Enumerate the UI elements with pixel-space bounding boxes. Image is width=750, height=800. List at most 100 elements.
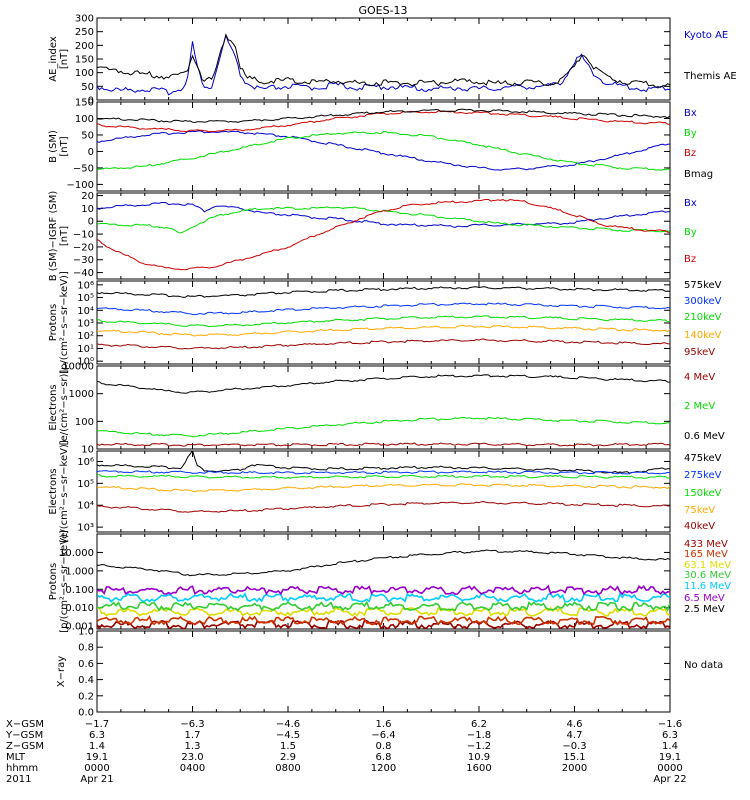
legend-entry: Kyoto AE <box>684 30 728 41</box>
panel-frame <box>96 450 671 533</box>
panel-ae: 300 250 200 150 100 50 0 AE_index [nT] Kyoto AE Th… <box>48 14 737 107</box>
ephemeris-value: 2.9 <box>280 752 296 763</box>
ephemeris-value: 1600 <box>466 763 491 774</box>
ephemeris-value: 4.6 <box>567 719 583 730</box>
ephemeris-value: 1.7 <box>185 730 201 741</box>
y-axis-label: [nT] <box>59 226 70 246</box>
ephemeris-value: −1.6 <box>658 719 682 730</box>
legend-entry: Bz <box>684 254 696 265</box>
ytick-label: −10 <box>73 230 94 241</box>
ephemeris-row-label: hhmm <box>6 763 38 774</box>
ephemeris-value: −4.6 <box>276 719 300 730</box>
series-line-575kev <box>97 286 670 298</box>
series-line-themis-ae <box>97 33 670 88</box>
y-axis-label: AE_index <box>48 36 59 82</box>
ephemeris-row-label: Z−GSM <box>6 741 44 752</box>
series-line-bx <box>97 130 670 171</box>
series-line-75kev <box>97 483 670 493</box>
legend-entry: 140keV <box>684 330 722 341</box>
ephemeris-value: 0800 <box>275 763 300 774</box>
ephemeris-value: 2000 <box>562 763 587 774</box>
ytick-label: 0 <box>88 217 94 228</box>
ytick-label: −20 <box>73 242 94 253</box>
ephemeris-row-label: Y−GSM <box>5 730 43 741</box>
ephemeris-value: −1.7 <box>85 719 109 730</box>
ephemeris-value: 1.4 <box>662 741 678 752</box>
ytick-label: 300 <box>75 14 94 25</box>
legend-entry: Bz <box>684 148 696 159</box>
ephemeris-value: 1.4 <box>89 741 105 752</box>
ephemeris-value: 0000 <box>657 763 682 774</box>
ytick-label: 10⁶ <box>77 280 94 291</box>
ephemeris-value: 19.1 <box>659 752 681 763</box>
ephemeris-value: 23.0 <box>181 752 203 763</box>
series-line-6-5-mev <box>97 584 670 596</box>
ytick-label: 10⁴ <box>77 306 94 317</box>
legend-entry: 275keV <box>684 470 722 481</box>
ytick-label: 100 <box>75 114 94 125</box>
legend-entry: 575keV <box>684 280 722 291</box>
series-line-165-mev <box>97 615 670 626</box>
ephemeris-value: −6.3 <box>180 719 204 730</box>
panel-frame <box>96 192 671 280</box>
ytick-label: 10 <box>81 204 94 215</box>
series-line-140kev <box>97 324 670 337</box>
ephemeris-row-label: MLT <box>6 752 26 763</box>
legend-entry: Bx <box>684 108 697 119</box>
legend-entry: 6.5 MeV <box>684 593 725 604</box>
ytick-label: 0.0 <box>78 708 94 719</box>
ytick-label: 10³ <box>77 523 94 534</box>
ytick-label: 10¹ <box>77 344 94 355</box>
series-line-2-5-mev <box>97 549 670 577</box>
ephemeris-value: Apr 22 <box>653 774 686 785</box>
ytick-label: −100 <box>67 180 94 191</box>
series-line-2-mev <box>97 416 670 438</box>
y-axis-label: Electrons <box>48 384 59 430</box>
y-axis-label: [nT] <box>59 49 70 69</box>
ytick-label: 10⁴ <box>77 501 94 512</box>
ytick-label: 150 <box>75 55 94 66</box>
legend-entry: 165 MeV <box>684 549 728 560</box>
ytick-label: 0.8 <box>78 643 94 654</box>
ytick-label: 10³ <box>77 319 94 330</box>
ytick-label: 10² <box>77 331 94 342</box>
series-line-bz <box>97 198 670 271</box>
ytick-label: 0 <box>88 147 94 158</box>
ytick-label: −50 <box>73 163 94 174</box>
legend-entry: 11.6 MeV <box>684 581 731 592</box>
ephemeris-value: 6.3 <box>89 730 105 741</box>
ytick-label: 10⁵ <box>77 293 94 304</box>
y-axis-label: Protons <box>48 563 59 600</box>
ytick-label: 150 <box>75 98 94 109</box>
ytick-label: 0.2 <box>78 691 94 702</box>
ephemeris-value: 6.8 <box>376 752 392 763</box>
ytick-label: 10⁶ <box>77 457 94 468</box>
ytick-label: 250 <box>75 27 94 38</box>
ephemeris-row-label: X−GSM <box>6 719 44 730</box>
ytick-label: −30 <box>73 255 94 266</box>
legend-entry: 2.5 MeV <box>684 604 725 615</box>
series-line-bz <box>97 110 670 133</box>
ytick-label: 10.000 <box>59 548 94 559</box>
series-line-300kev <box>97 302 670 316</box>
legend-entry: 40keV <box>684 521 715 532</box>
series-line-210kev <box>97 315 670 328</box>
legend-entry: 475keV <box>684 453 722 464</box>
ytick-label: 0.4 <box>78 675 94 686</box>
series-line-150kev <box>97 474 670 479</box>
ytick-label: −40 <box>73 268 94 279</box>
ytick-label: 0.010 <box>65 603 94 614</box>
ephemeris-value: 1.3 <box>185 741 201 752</box>
ephemeris-value: 6.3 <box>662 730 678 741</box>
y-axis-label: [nT] <box>59 136 70 156</box>
series-line-30-6-mev <box>97 600 670 612</box>
panel-elec_kev: 10⁶ 10⁵ 10⁴ 10³ Electrons [e/(cm²−s−sr−keV)] 4… <box>48 440 722 543</box>
legend-entry: 300keV <box>684 296 722 307</box>
panel-xray: 1.0 0.8 0.6 0.4 0.2 0.0 X−ray No data <box>56 627 723 719</box>
ytick-label: 50 <box>81 82 94 93</box>
legend-entry: Bmag <box>684 169 713 180</box>
series-line-95kev <box>97 338 670 350</box>
ytick-label: 0.6 <box>78 659 94 670</box>
series-line-475kev <box>97 451 670 474</box>
